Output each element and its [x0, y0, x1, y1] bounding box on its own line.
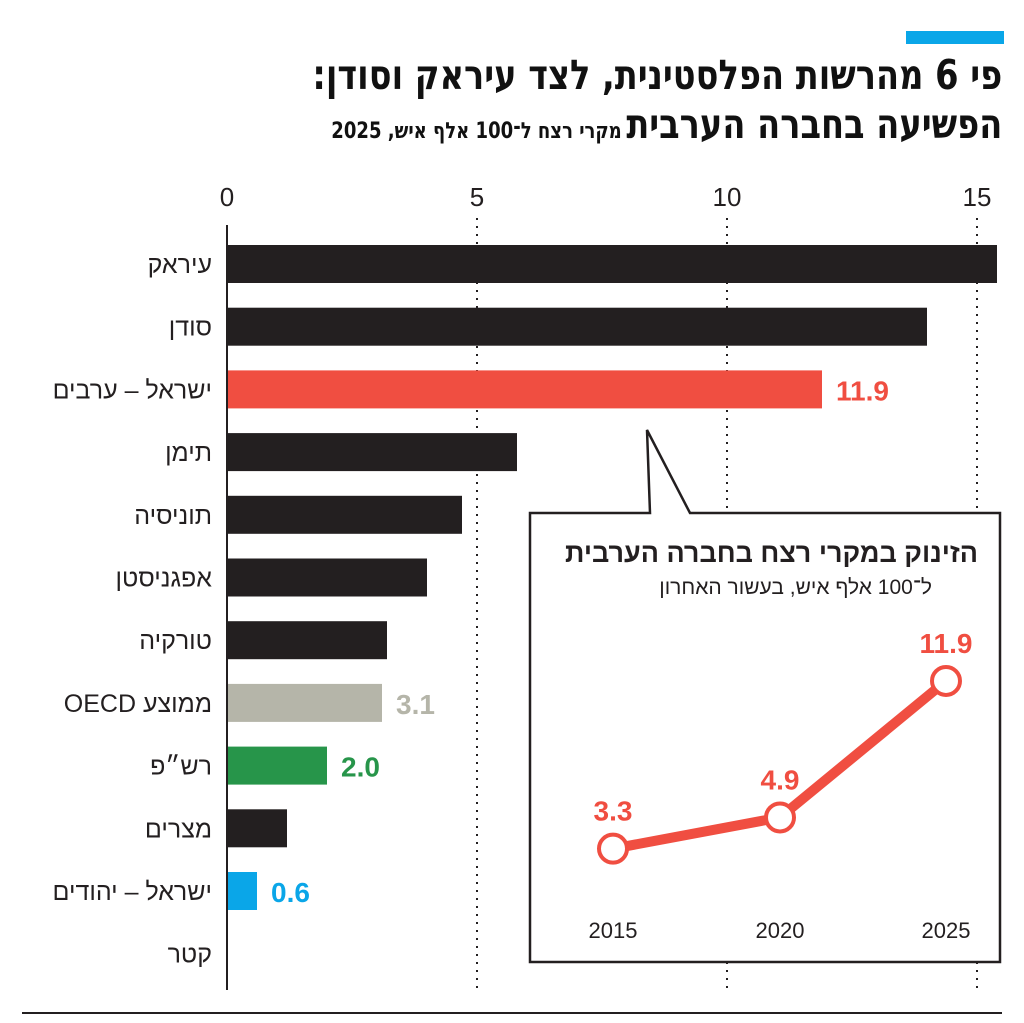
inset-subtitle: ל־100 אלף איש, בעשור האחרון: [659, 576, 932, 599]
data-point: [930, 664, 962, 697]
point-value-label: 11.9: [920, 628, 973, 659]
bar: [227, 307, 927, 346]
category-label: מצרים: [145, 815, 212, 843]
category-label: תוניסיה: [134, 502, 212, 530]
category-label: טורקיה: [139, 627, 212, 655]
category-label: סודן: [169, 314, 212, 342]
inset-title: הזינוק במקרי רצח בחברה הערבית: [565, 538, 978, 568]
title-line2: הפשיעה בחברה הערבית: [625, 100, 1002, 148]
x-tick-label: 10: [713, 182, 742, 212]
bar: [227, 558, 427, 597]
data-point: [764, 801, 796, 834]
bar: [227, 245, 997, 283]
category-label: ממוצע OECD: [64, 690, 212, 718]
chart-subtitle-block: הפשיעה בחברה הערבית מקרי רצח ל־100 אלף א…: [331, 100, 1002, 148]
x-tick-label: 2025: [922, 918, 971, 943]
x-tick-label: 0: [220, 182, 234, 212]
point-value-label: 3.3: [594, 796, 633, 827]
callout-box: [528, 429, 1002, 964]
chart-title: פי 6 מהרשות הפלסטינית, לצד עיראק וסודן:: [312, 51, 1002, 99]
category-label: עיראק: [148, 251, 212, 279]
category-label: אפגניסטן: [116, 565, 213, 593]
data-point: [597, 832, 629, 865]
bar-value-label: 3.1: [396, 689, 435, 720]
x-tick-label: 5: [470, 182, 484, 212]
accent-bar: [906, 31, 1004, 44]
bar-value-label: 11.9: [836, 375, 889, 406]
bar: [227, 872, 257, 910]
bar: [227, 433, 517, 472]
point-value-label: 4.9: [761, 764, 800, 795]
bar: [227, 809, 287, 848]
category-label: ישראל – יהודים: [53, 878, 212, 906]
bar-value-label: 0.6: [271, 877, 310, 908]
category-label: רש״פ: [150, 753, 212, 781]
bar: [227, 746, 327, 785]
category-label: תימן: [165, 439, 212, 467]
category-label: ישראל – ערבים: [53, 376, 212, 404]
bar: [227, 495, 462, 534]
bar-value-label: 2.0: [341, 752, 380, 783]
x-tick-label: 2020: [756, 918, 805, 943]
bar: [227, 683, 382, 722]
x-tick-label: 15: [963, 182, 992, 212]
bar: [227, 621, 387, 660]
bar: [227, 370, 822, 409]
category-label: קטר: [168, 941, 212, 969]
chart-subtitle: מקרי רצח ל־100 אלף איש, 2025: [330, 119, 622, 144]
x-tick-label: 2015: [589, 918, 638, 943]
